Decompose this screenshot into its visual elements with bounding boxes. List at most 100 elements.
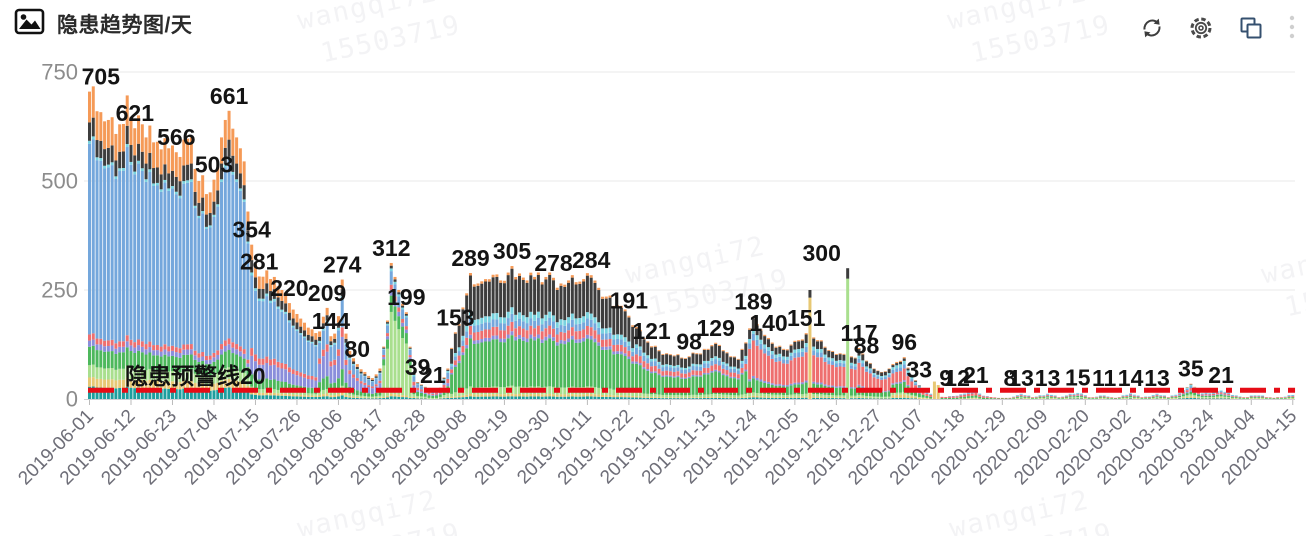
bar[interactable] bbox=[966, 392, 970, 399]
bar[interactable] bbox=[487, 279, 491, 399]
bar[interactable] bbox=[687, 356, 691, 399]
bar[interactable] bbox=[1276, 397, 1280, 399]
bar[interactable] bbox=[1151, 395, 1155, 399]
bar[interactable] bbox=[619, 305, 623, 399]
bar[interactable] bbox=[257, 276, 261, 399]
bar[interactable] bbox=[355, 364, 359, 399]
bar[interactable] bbox=[616, 305, 620, 399]
bar[interactable] bbox=[506, 272, 510, 399]
bar[interactable] bbox=[846, 268, 850, 399]
bar[interactable] bbox=[665, 353, 669, 399]
bar[interactable] bbox=[419, 384, 423, 399]
bar[interactable] bbox=[725, 352, 729, 399]
bar[interactable] bbox=[333, 333, 337, 399]
bar[interactable] bbox=[1053, 395, 1057, 399]
bar[interactable] bbox=[197, 181, 201, 399]
bar[interactable] bbox=[865, 360, 869, 399]
bar[interactable] bbox=[1163, 395, 1167, 399]
bar[interactable] bbox=[374, 374, 378, 399]
bar[interactable] bbox=[106, 119, 110, 399]
bar[interactable] bbox=[1159, 395, 1163, 399]
bar[interactable] bbox=[717, 344, 721, 399]
bar[interactable] bbox=[642, 337, 646, 399]
bar[interactable] bbox=[1204, 392, 1208, 399]
bar[interactable] bbox=[887, 368, 891, 399]
bar[interactable] bbox=[559, 283, 563, 399]
bar[interactable] bbox=[1098, 395, 1102, 399]
bar[interactable] bbox=[729, 356, 733, 399]
bar[interactable] bbox=[1008, 397, 1012, 399]
bar[interactable] bbox=[310, 329, 314, 399]
bar[interactable] bbox=[838, 353, 842, 399]
bar[interactable] bbox=[1242, 397, 1246, 399]
copy-button[interactable] bbox=[1236, 13, 1266, 43]
bar[interactable] bbox=[1125, 394, 1129, 399]
bar[interactable] bbox=[1080, 393, 1084, 399]
bar[interactable] bbox=[604, 296, 608, 399]
bar[interactable] bbox=[1129, 393, 1133, 399]
bar[interactable] bbox=[631, 325, 635, 399]
bar[interactable] bbox=[585, 273, 589, 399]
bar[interactable] bbox=[208, 192, 212, 399]
bar[interactable] bbox=[808, 290, 812, 399]
bar[interactable] bbox=[623, 309, 627, 399]
bar[interactable] bbox=[751, 316, 755, 399]
bar[interactable] bbox=[978, 393, 982, 399]
bar[interactable] bbox=[589, 275, 593, 399]
bar[interactable] bbox=[736, 358, 740, 399]
bar[interactable] bbox=[963, 393, 967, 399]
bar[interactable] bbox=[740, 348, 744, 399]
bar[interactable] bbox=[163, 138, 167, 399]
bar[interactable] bbox=[748, 328, 752, 399]
bar[interactable] bbox=[186, 138, 190, 399]
bar[interactable] bbox=[653, 345, 657, 399]
bar[interactable] bbox=[363, 371, 367, 399]
bar[interactable] bbox=[1110, 397, 1114, 399]
bar[interactable] bbox=[152, 142, 156, 399]
bar[interactable] bbox=[321, 316, 325, 399]
bar[interactable] bbox=[231, 128, 235, 399]
bar[interactable] bbox=[318, 331, 322, 399]
bar[interactable] bbox=[446, 368, 450, 399]
bar[interactable] bbox=[182, 139, 186, 399]
bar[interactable] bbox=[1264, 397, 1268, 399]
more-button[interactable] bbox=[1286, 12, 1298, 44]
bar[interactable] bbox=[212, 179, 216, 399]
bar[interactable] bbox=[706, 348, 710, 399]
bar[interactable] bbox=[714, 342, 718, 399]
bar[interactable] bbox=[555, 287, 559, 399]
bar[interactable] bbox=[510, 266, 514, 399]
bar[interactable] bbox=[1287, 395, 1291, 399]
bar[interactable] bbox=[932, 381, 936, 399]
bar[interactable] bbox=[99, 112, 103, 399]
bar[interactable] bbox=[1027, 395, 1031, 400]
bar[interactable] bbox=[940, 396, 944, 399]
bar[interactable] bbox=[468, 273, 472, 399]
bar[interactable] bbox=[951, 396, 955, 399]
bar[interactable] bbox=[608, 295, 612, 399]
bar[interactable] bbox=[627, 315, 631, 399]
bar[interactable] bbox=[1000, 397, 1004, 399]
bar[interactable] bbox=[1283, 396, 1287, 399]
bar[interactable] bbox=[898, 360, 902, 399]
bar[interactable] bbox=[238, 148, 242, 399]
bar[interactable] bbox=[544, 276, 548, 399]
bar[interactable] bbox=[551, 277, 555, 399]
bar[interactable] bbox=[170, 145, 174, 399]
bar[interactable] bbox=[465, 293, 469, 399]
bar[interactable] bbox=[1034, 396, 1038, 399]
bar[interactable] bbox=[1246, 397, 1249, 399]
bar[interactable] bbox=[401, 303, 405, 399]
bar[interactable] bbox=[944, 396, 948, 399]
bar[interactable] bbox=[997, 397, 1001, 399]
bar[interactable] bbox=[1038, 395, 1042, 399]
bar[interactable] bbox=[253, 263, 257, 399]
bar[interactable] bbox=[1166, 397, 1170, 399]
bar[interactable] bbox=[925, 391, 929, 399]
refresh-button[interactable] bbox=[1138, 14, 1166, 42]
bar[interactable] bbox=[785, 349, 789, 399]
bar[interactable] bbox=[1106, 396, 1110, 399]
bar[interactable] bbox=[853, 357, 857, 399]
bar[interactable] bbox=[1023, 395, 1027, 399]
bar[interactable] bbox=[453, 332, 457, 399]
